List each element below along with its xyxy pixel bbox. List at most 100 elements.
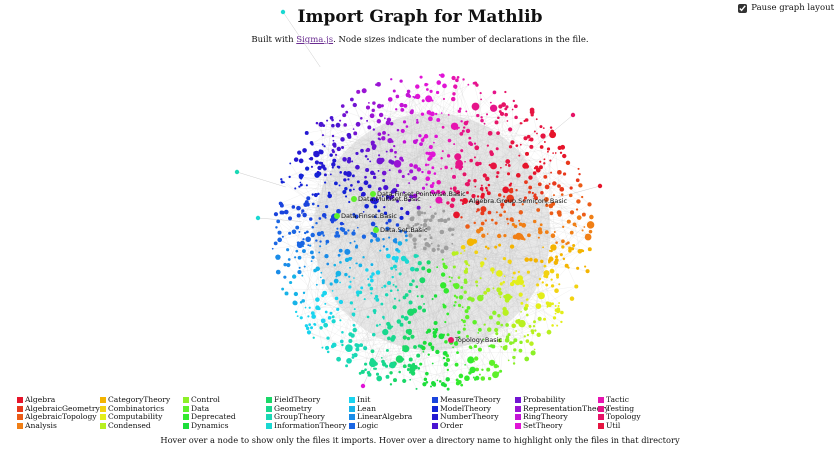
- graph-node[interactable]: [331, 166, 334, 169]
- graph-node[interactable]: [467, 264, 471, 267]
- graph-node[interactable]: [359, 343, 364, 348]
- graph-node[interactable]: [467, 357, 470, 360]
- graph-node[interactable]: [308, 306, 311, 309]
- graph-node[interactable]: [505, 105, 509, 109]
- graph-node[interactable]: [318, 149, 322, 153]
- graph-node[interactable]: [385, 221, 389, 225]
- graph-node[interactable]: [411, 308, 418, 314]
- graph-node[interactable]: [373, 297, 376, 300]
- graph-node[interactable]: [385, 226, 390, 231]
- graph-node[interactable]: [525, 163, 528, 166]
- graph-node[interactable]: [415, 254, 419, 258]
- graph-node[interactable]: [494, 373, 497, 376]
- graph-node[interactable]: [296, 241, 300, 245]
- graph-node[interactable]: [473, 142, 477, 145]
- graph-node[interactable]: [437, 244, 440, 247]
- graph-node[interactable]: [471, 193, 476, 199]
- legend-item-algebra[interactable]: Algebra: [17, 395, 55, 405]
- graph-node[interactable]: [505, 335, 510, 339]
- graph-node[interactable]: [492, 310, 497, 315]
- graph-node[interactable]: [287, 258, 291, 261]
- graph-node[interactable]: [491, 271, 494, 274]
- graph-node[interactable]: [487, 183, 491, 187]
- graph-node[interactable]: [462, 319, 466, 324]
- graph-node[interactable]: [310, 165, 314, 168]
- graph-node[interactable]: [540, 133, 546, 139]
- graph-node[interactable]: [414, 93, 421, 100]
- graph-node[interactable]: [422, 222, 428, 228]
- graph-node[interactable]: [360, 286, 364, 290]
- graph-node[interactable]: [417, 261, 422, 266]
- graph-node[interactable]: [327, 316, 332, 320]
- legend-item-lean[interactable]: Lean: [349, 404, 376, 414]
- graph-node[interactable]: [376, 157, 384, 165]
- graph-node[interactable]: [551, 201, 556, 206]
- graph-node[interactable]: [402, 378, 407, 383]
- graph-node[interactable]: [351, 174, 355, 178]
- graph-node[interactable]: [503, 195, 506, 198]
- graph-node[interactable]: [434, 112, 438, 116]
- graph-node[interactable]: [497, 233, 502, 239]
- graph-node[interactable]: [292, 300, 298, 306]
- graph-node[interactable]: [548, 256, 554, 262]
- graph-node[interactable]: [512, 355, 516, 360]
- graph-node[interactable]: [380, 302, 384, 306]
- graph-node[interactable]: [538, 277, 542, 281]
- legend-item-analysis[interactable]: Analysis: [17, 421, 57, 431]
- graph-node[interactable]: [344, 272, 348, 277]
- graph-node[interactable]: [442, 83, 447, 89]
- graph-node[interactable]: [301, 274, 304, 277]
- graph-node[interactable]: [415, 84, 420, 89]
- graph-node[interactable]: [420, 211, 424, 215]
- graph-node[interactable]: [289, 280, 293, 285]
- graph-node[interactable]: [370, 231, 374, 235]
- graph-node[interactable]: [521, 222, 527, 228]
- graph-node[interactable]: [446, 154, 451, 158]
- graph-node[interactable]: [429, 385, 433, 388]
- graph-node[interactable]: [441, 190, 446, 195]
- graph-node[interactable]: [430, 214, 435, 219]
- graph-node[interactable]: [528, 139, 531, 142]
- graph-node[interactable]: [473, 179, 477, 183]
- graph-node[interactable]: [333, 144, 337, 148]
- graph-node[interactable]: [489, 344, 494, 348]
- graph-node[interactable]: [502, 306, 507, 312]
- graph-node[interactable]: [395, 256, 399, 260]
- graph-node[interactable]: [367, 278, 370, 281]
- graph-node[interactable]: [522, 284, 526, 288]
- graph-node[interactable]: [530, 329, 535, 333]
- graph-node[interactable]: [298, 230, 301, 233]
- graph-node[interactable]: [453, 341, 459, 346]
- graph-node[interactable]: [412, 225, 415, 228]
- graph-node[interactable]: [480, 264, 483, 268]
- graph-node[interactable]: [452, 174, 457, 179]
- legend-item-util[interactable]: Util: [598, 421, 620, 431]
- graph-node[interactable]: [480, 98, 483, 101]
- graph-node[interactable]: [299, 316, 303, 320]
- graph-node[interactable]: [352, 102, 357, 108]
- graph-node[interactable]: [398, 357, 404, 363]
- graph-node[interactable]: [506, 120, 509, 122]
- graph-node[interactable]: [407, 198, 411, 202]
- graph-node[interactable]: [320, 164, 326, 169]
- legend-item-algebraictopology[interactable]: AlgebraicTopology: [17, 413, 97, 422]
- graph-node[interactable]: [294, 187, 297, 190]
- graph-node[interactable]: [440, 112, 443, 114]
- legend-item-settheory[interactable]: SetTheory: [515, 421, 563, 431]
- graph-node[interactable]: [413, 345, 417, 349]
- graph-node[interactable]: [346, 358, 352, 364]
- graph-node[interactable]: [455, 378, 459, 382]
- graph-node[interactable]: [484, 245, 488, 249]
- graph-node[interactable]: [488, 315, 493, 320]
- graph-node[interactable]: [408, 289, 412, 293]
- graph-node[interactable]: [518, 319, 526, 328]
- graph-node[interactable]: [311, 225, 314, 229]
- graph-node[interactable]: [525, 339, 530, 343]
- graph-node[interactable]: [455, 296, 459, 299]
- graph-node[interactable]: [419, 277, 426, 284]
- graph-node[interactable]: [423, 211, 427, 215]
- graph-node[interactable]: [422, 308, 427, 313]
- graph-node[interactable]: [392, 89, 396, 93]
- graph-node[interactable]: [458, 107, 462, 111]
- graph-node[interactable]: [460, 383, 464, 387]
